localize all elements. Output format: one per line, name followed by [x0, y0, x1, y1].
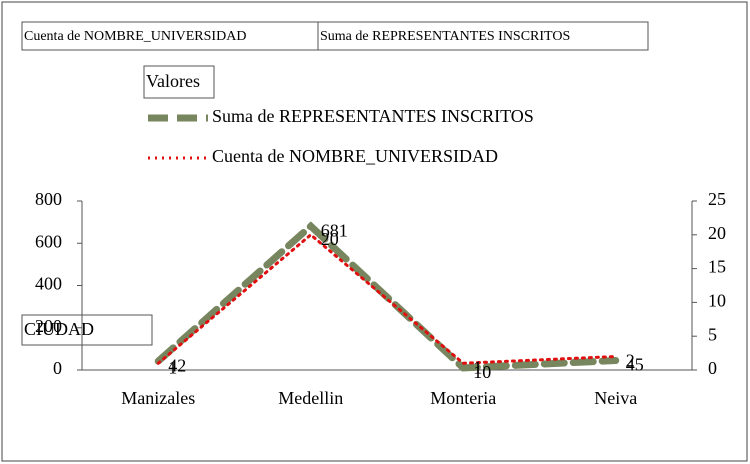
field-button-label: Cuenta de NOMBRE_UNIVERSIDAD — [24, 29, 246, 44]
y2-tick-label: 5 — [708, 324, 717, 344]
legend-title: Valores — [146, 71, 200, 91]
y2-tick-label: 25 — [708, 189, 726, 209]
y2-tick-label: 20 — [708, 223, 726, 243]
data-label: 1 — [168, 357, 177, 377]
data-label: 20 — [321, 229, 339, 249]
field-button-label: Suma de REPRESENTANTES INSCRITOS — [320, 29, 570, 44]
x-tick-label: Monteria — [430, 388, 496, 408]
y-tick-label: 800 — [35, 189, 62, 209]
x-tick-label: Medellin — [278, 388, 343, 408]
field-button[interactable] — [21, 21, 319, 51]
series-line — [156, 232, 618, 365]
field-button[interactable] — [317, 21, 649, 51]
data-label: 681 — [321, 220, 348, 240]
data-label: 10 — [473, 362, 491, 382]
x-tick-label: Manizales — [121, 388, 195, 408]
legend-title-box[interactable] — [143, 65, 215, 99]
y2-tick-label: 15 — [708, 257, 726, 277]
x-field-button-label: CIUDAD — [24, 319, 94, 339]
y2-tick-label: 0 — [708, 358, 717, 378]
y-tick-label: 200 — [35, 316, 62, 336]
y-tick-label: 400 — [35, 274, 62, 294]
series-line — [154, 221, 620, 372]
x-field-button[interactable] — [21, 314, 153, 346]
data-label: 45 — [626, 355, 644, 375]
data-label: 42 — [168, 355, 186, 375]
data-label: 1 — [473, 357, 482, 377]
y2-tick-label: 10 — [708, 291, 726, 311]
legend-label: Cuenta de NOMBRE_UNIVERSIDAD — [212, 146, 498, 166]
y-tick-label: 0 — [53, 358, 62, 378]
x-tick-label: Neiva — [594, 388, 637, 408]
legend-label: Suma de REPRESENTANTES INSCRITOS — [212, 106, 534, 126]
y-tick-label: 600 — [35, 231, 62, 251]
data-label: 2 — [626, 351, 635, 371]
